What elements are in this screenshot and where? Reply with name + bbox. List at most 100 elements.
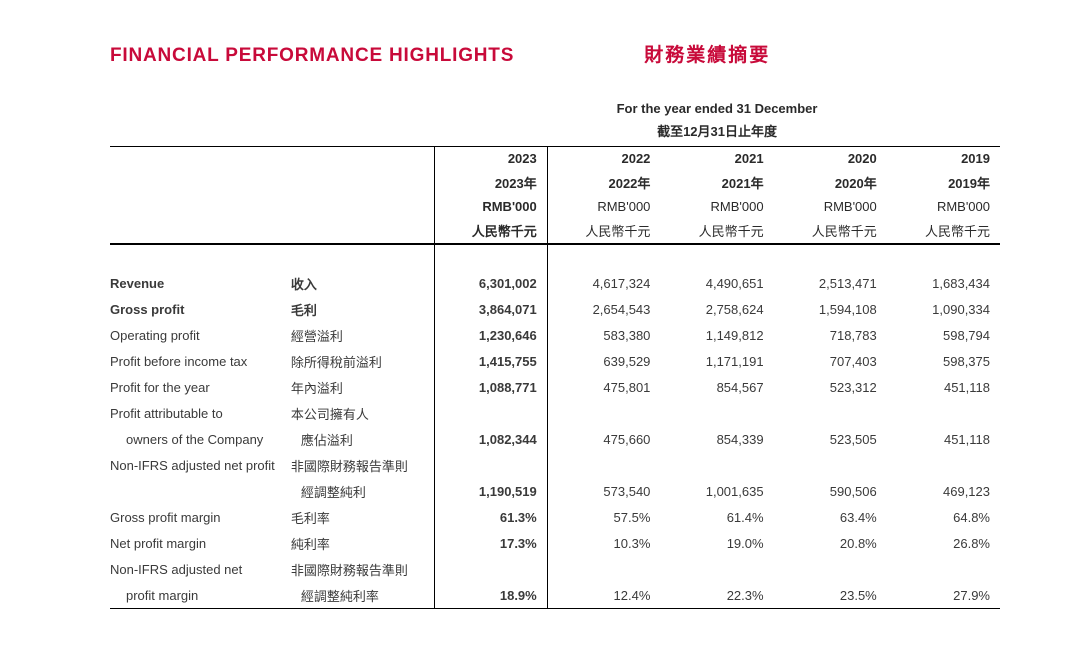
table-row: owners of the Company應佔溢利1,082,344475,66… [110,426,1000,452]
header-unit-zh: 人民幣千元 人民幣千元 人民幣千元 人民幣千元 人民幣千元 [110,217,1000,244]
col-unit-zh-4: 人民幣千元 [887,217,1000,244]
row-label-en [110,478,285,504]
cell-value [547,400,660,426]
row-label-en: Profit attributable to [110,400,285,426]
cell-value: 475,801 [547,374,660,400]
cell-value: 598,794 [887,322,1000,348]
header-years: 2023 2022 2021 2020 2019 [110,147,1000,170]
table-row: Revenue收入6,301,0024,617,3244,490,6512,51… [110,270,1000,296]
super-header-zh: 截至12月31日止年度 [434,118,1000,147]
page-title-zh: 財務業績摘要 [644,40,770,67]
col-unit-en-3: RMB'000 [774,195,887,217]
cell-value: 2,758,624 [660,296,773,322]
col-yearzh-2: 2021年 [660,169,773,195]
row-label-en: Gross profit [110,296,285,322]
super-header-en: For the year ended 31 December [434,97,1000,118]
cell-value: 1,090,334 [887,296,1000,322]
cell-value [774,556,887,582]
row-label-zh: 應佔溢利 [285,426,434,452]
cell-value: 12.4% [547,582,660,609]
row-label-en: Revenue [110,270,285,296]
cell-value: 1,230,646 [434,322,547,348]
row-label-en: owners of the Company [110,426,285,452]
table-row: Net profit margin純利率17.3%10.3%19.0%20.8%… [110,530,1000,556]
cell-value: 1,683,434 [887,270,1000,296]
table-row: Profit attributable to本公司擁有人 [110,400,1000,426]
table-row: Gross profit margin毛利率61.3%57.5%61.4%63.… [110,504,1000,530]
col-unit-en-0: RMB'000 [434,195,547,217]
cell-value: 26.8% [887,530,1000,556]
cell-value: 469,123 [887,478,1000,504]
col-yearzh-0: 2023年 [434,169,547,195]
super-header-en-row: For the year ended 31 December [110,97,1000,118]
cell-value [547,556,660,582]
cell-value: 17.3% [434,530,547,556]
cell-value: 10.3% [547,530,660,556]
cell-value: 598,375 [887,348,1000,374]
cell-value: 639,529 [547,348,660,374]
cell-value [887,452,1000,478]
row-label-zh: 毛利率 [285,504,434,530]
cell-value: 451,118 [887,426,1000,452]
cell-value [887,556,1000,582]
cell-value: 854,567 [660,374,773,400]
cell-value: 451,118 [887,374,1000,400]
cell-value: 1,082,344 [434,426,547,452]
cell-value [774,400,887,426]
financial-table: For the year ended 31 December 截至12月31日止… [110,97,1000,609]
cell-value: 523,312 [774,374,887,400]
row-label-zh: 收入 [285,270,434,296]
col-year-4: 2019 [887,147,1000,170]
cell-value [774,452,887,478]
col-unit-zh-1: 人民幣千元 [547,217,660,244]
cell-value [434,400,547,426]
cell-value: 4,617,324 [547,270,660,296]
cell-value: 57.5% [547,504,660,530]
page-title-en: FINANCIAL PERFORMANCE HIGHLIGHTS [110,45,514,67]
row-label-zh: 純利率 [285,530,434,556]
table-row: Non-IFRS adjusted net非國際財務報告準則 [110,556,1000,582]
cell-value: 1,001,635 [660,478,773,504]
col-year-1: 2022 [547,147,660,170]
title-row: FINANCIAL PERFORMANCE HIGHLIGHTS 財務業績摘要 [110,40,1000,67]
spacer-row [110,244,1000,270]
col-unit-en-1: RMB'000 [547,195,660,217]
cell-value [547,452,660,478]
cell-value: 23.5% [774,582,887,609]
cell-value: 6,301,002 [434,270,547,296]
table-row: Non-IFRS adjusted net profit非國際財務報告準則 [110,452,1000,478]
cell-value: 707,403 [774,348,887,374]
cell-value [434,452,547,478]
cell-value: 63.4% [774,504,887,530]
row-label-en: Gross profit margin [110,504,285,530]
col-year-3: 2020 [774,147,887,170]
super-header-zh-row: 截至12月31日止年度 [110,118,1000,147]
table-row: Gross profit毛利3,864,0712,654,5432,758,62… [110,296,1000,322]
row-label-zh: 非國際財務報告準則 [285,556,434,582]
col-yearzh-3: 2020年 [774,169,887,195]
row-label-zh: 經調整純利率 [285,582,434,609]
row-label-en: profit margin [110,582,285,609]
cell-value [887,400,1000,426]
row-label-zh: 非國際財務報告準則 [285,452,434,478]
cell-value: 18.9% [434,582,547,609]
col-year-0: 2023 [434,147,547,170]
cell-value: 2,654,543 [547,296,660,322]
row-label-en: Profit before income tax [110,348,285,374]
row-label-zh: 經調整純利 [285,478,434,504]
col-year-2: 2021 [660,147,773,170]
cell-value: 583,380 [547,322,660,348]
row-label-en: Profit for the year [110,374,285,400]
cell-value [660,452,773,478]
header-unit-en: RMB'000 RMB'000 RMB'000 RMB'000 RMB'000 [110,195,1000,217]
cell-value: 1,190,519 [434,478,547,504]
cell-value [660,556,773,582]
cell-value: 61.4% [660,504,773,530]
cell-value: 64.8% [887,504,1000,530]
row-label-zh: 經營溢利 [285,322,434,348]
row-label-zh: 除所得稅前溢利 [285,348,434,374]
cell-value: 718,783 [774,322,887,348]
cell-value: 27.9% [887,582,1000,609]
cell-value: 22.3% [660,582,773,609]
col-unit-zh-2: 人民幣千元 [660,217,773,244]
